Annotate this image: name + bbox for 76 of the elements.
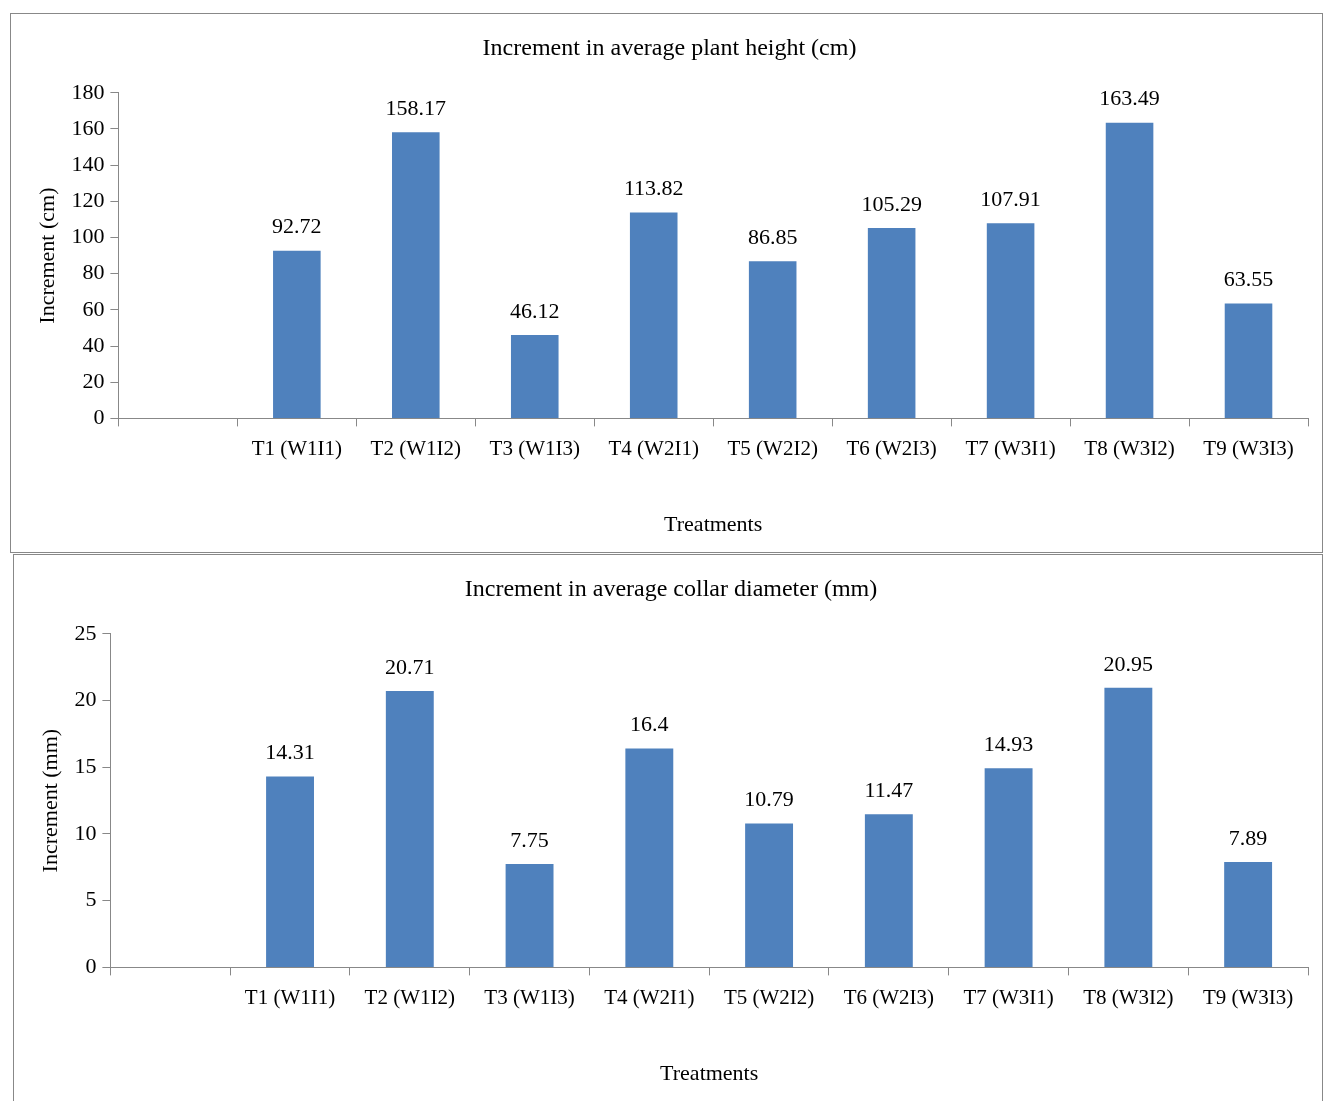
data-label: 63.55 <box>1223 266 1274 292</box>
bar <box>625 748 674 967</box>
x-axis-title: Treatments <box>660 1059 759 1085</box>
y-tick-label: 20 <box>74 686 97 712</box>
x-tick-label: T9 (W3I3) <box>1202 984 1294 1009</box>
data-label: 46.12 <box>510 297 560 323</box>
y-tick-label: 100 <box>71 223 105 249</box>
x-tick-label: T6 (W2I3) <box>843 984 935 1009</box>
x-tick-label: T9 (W3I3) <box>1203 435 1294 460</box>
x-tick-label: T8 (W3I2) <box>1084 435 1175 460</box>
data-label: 14.93 <box>983 730 1034 756</box>
data-label: 10.79 <box>744 786 794 812</box>
y-tick-label: 0 <box>85 953 97 979</box>
chart-title: Increment in average collar diameter (mm) <box>464 574 878 601</box>
chart-title: Increment in average plant height (cm) <box>482 33 857 60</box>
data-label: 11.47 <box>864 777 914 803</box>
x-tick-label: T7 (W3I1) <box>965 435 1056 460</box>
y-tick-label: 5 <box>85 886 97 912</box>
y-tick-label: 15 <box>74 753 97 779</box>
x-tick-label: T1 (W1I1) <box>244 984 336 1009</box>
y-tick-label: 180 <box>71 78 105 104</box>
x-tick-label: T4 (W2I1) <box>604 984 695 1009</box>
data-label: 113.82 <box>623 175 684 201</box>
data-label: 20.71 <box>385 653 435 679</box>
x-tick-label: T2 (W1I2) <box>364 984 455 1009</box>
x-tick-label: T1 (W1I1) <box>251 435 343 460</box>
bar <box>266 776 314 967</box>
data-label: 86.85 <box>747 224 798 250</box>
data-label: 105.29 <box>861 190 922 216</box>
data-label: 158.17 <box>385 95 447 121</box>
x-axis-title: Treatments <box>664 510 763 536</box>
data-label: 7.89 <box>1228 824 1268 850</box>
bar <box>986 223 1035 418</box>
y-tick-label: 40 <box>82 331 105 357</box>
bar <box>984 768 1033 967</box>
y-axis-title: Increment (cm) <box>33 187 59 324</box>
data-label: 107.91 <box>980 185 1041 211</box>
y-axis-title: Increment (mm) <box>36 728 62 873</box>
bar <box>745 823 794 967</box>
bar <box>1104 687 1153 967</box>
x-tick-label: T5 (W2I2) <box>727 435 818 460</box>
y-tick-label: 60 <box>82 295 105 321</box>
y-tick-label: 25 <box>74 619 97 645</box>
x-tick-label: T3 (W1I3) <box>489 435 580 460</box>
bar <box>1224 862 1273 967</box>
y-tick-label: 0 <box>93 404 105 430</box>
bar <box>273 250 321 418</box>
data-label: 14.31 <box>265 739 315 765</box>
data-label: 7.75 <box>510 826 549 852</box>
bar <box>867 227 916 418</box>
data-label: 92.72 <box>272 213 322 239</box>
y-tick-label: 120 <box>71 187 105 213</box>
bar <box>748 261 797 418</box>
bar <box>629 212 678 418</box>
y-tick-label: 10 <box>74 819 97 845</box>
y-tick-label: 80 <box>82 259 105 285</box>
data-label: 163.49 <box>1099 85 1160 111</box>
x-tick-label: T3 (W1I3) <box>484 984 575 1009</box>
bar <box>864 814 913 967</box>
data-label: 20.95 <box>1103 650 1154 676</box>
bar <box>510 334 559 418</box>
bar <box>385 691 434 967</box>
data-label: 16.4 <box>630 711 669 737</box>
y-tick-label: 140 <box>71 150 105 176</box>
bar <box>1224 303 1273 418</box>
bar <box>1105 122 1154 418</box>
y-tick-label: 160 <box>71 114 105 140</box>
x-tick-label: T5 (W2I2) <box>723 984 815 1009</box>
x-tick-label: T4 (W2I1) <box>608 435 699 460</box>
x-tick-label: T2 (W1I2) <box>370 435 461 460</box>
x-tick-label: T8 (W3I2) <box>1083 984 1174 1009</box>
x-tick-label: T6 (W2I3) <box>846 435 937 460</box>
bar <box>392 132 440 418</box>
bar <box>505 863 554 967</box>
y-tick-label: 20 <box>82 368 105 393</box>
x-tick-label: T7 (W3I1) <box>963 984 1054 1009</box>
